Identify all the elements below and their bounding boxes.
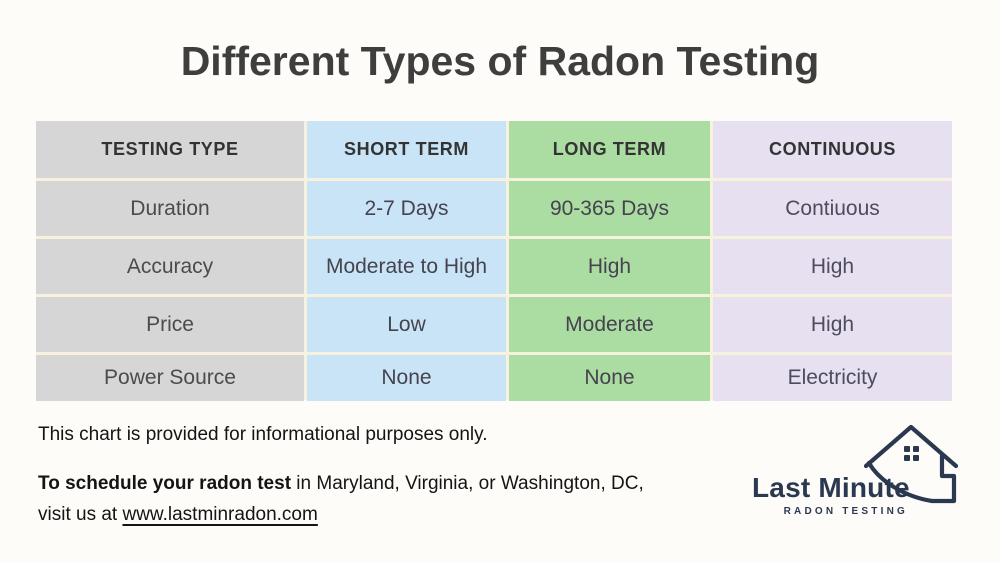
cta-rest-text: in Maryland, Virginia, or Washington, DC…: [291, 473, 644, 494]
radon-testing-comparison-table: TESTING TYPE SHORT TERM LONG TERM CONTIN…: [36, 121, 952, 401]
row-label-price: Price: [36, 297, 304, 352]
logo: Last Minute RADON TESTING: [748, 418, 968, 528]
cell-power-source-short-term: None: [307, 355, 506, 401]
cell-accuracy-short-term: Moderate to High: [307, 239, 506, 294]
row-label-duration: Duration: [36, 181, 304, 236]
cell-duration-long-term: 90-365 Days: [509, 181, 710, 236]
logo-name: Last Minute: [752, 472, 910, 503]
disclaimer-text: This chart is provided for informational…: [38, 424, 488, 445]
cell-price-continuous: High: [713, 297, 952, 352]
cell-price-short-term: Low: [307, 297, 506, 352]
row-label-accuracy: Accuracy: [36, 239, 304, 294]
cell-accuracy-long-term: High: [509, 239, 710, 294]
cell-duration-short-term: 2-7 Days: [307, 181, 506, 236]
cell-accuracy-continuous: High: [713, 239, 952, 294]
logo-tagline: RADON TESTING: [783, 506, 908, 517]
cta-bold-text: To schedule your radon test: [38, 473, 292, 494]
header-cell-short-term: SHORT TERM: [307, 121, 506, 178]
cta-line2-text: visit us at: [38, 504, 123, 525]
cell-power-source-continuous: Electricity: [713, 355, 952, 401]
cell-power-source-long-term: None: [509, 355, 710, 401]
cell-duration-continuous: Contiuous: [713, 181, 952, 236]
page-title: Different Types of Radon Testing: [180, 38, 820, 84]
website-link[interactable]: www.lastminradon.com: [122, 504, 318, 525]
row-label-power-source: Power Source: [36, 355, 304, 401]
header-cell-continuous: CONTINUOUS: [713, 121, 952, 178]
header-cell-long-term: LONG TERM: [509, 121, 710, 178]
house-icon: [863, 424, 959, 504]
cell-price-long-term: Moderate: [509, 297, 710, 352]
header-cell-testing-type: TESTING TYPE: [36, 121, 304, 178]
cta-text: To schedule your radon test in Maryland,…: [38, 468, 718, 530]
